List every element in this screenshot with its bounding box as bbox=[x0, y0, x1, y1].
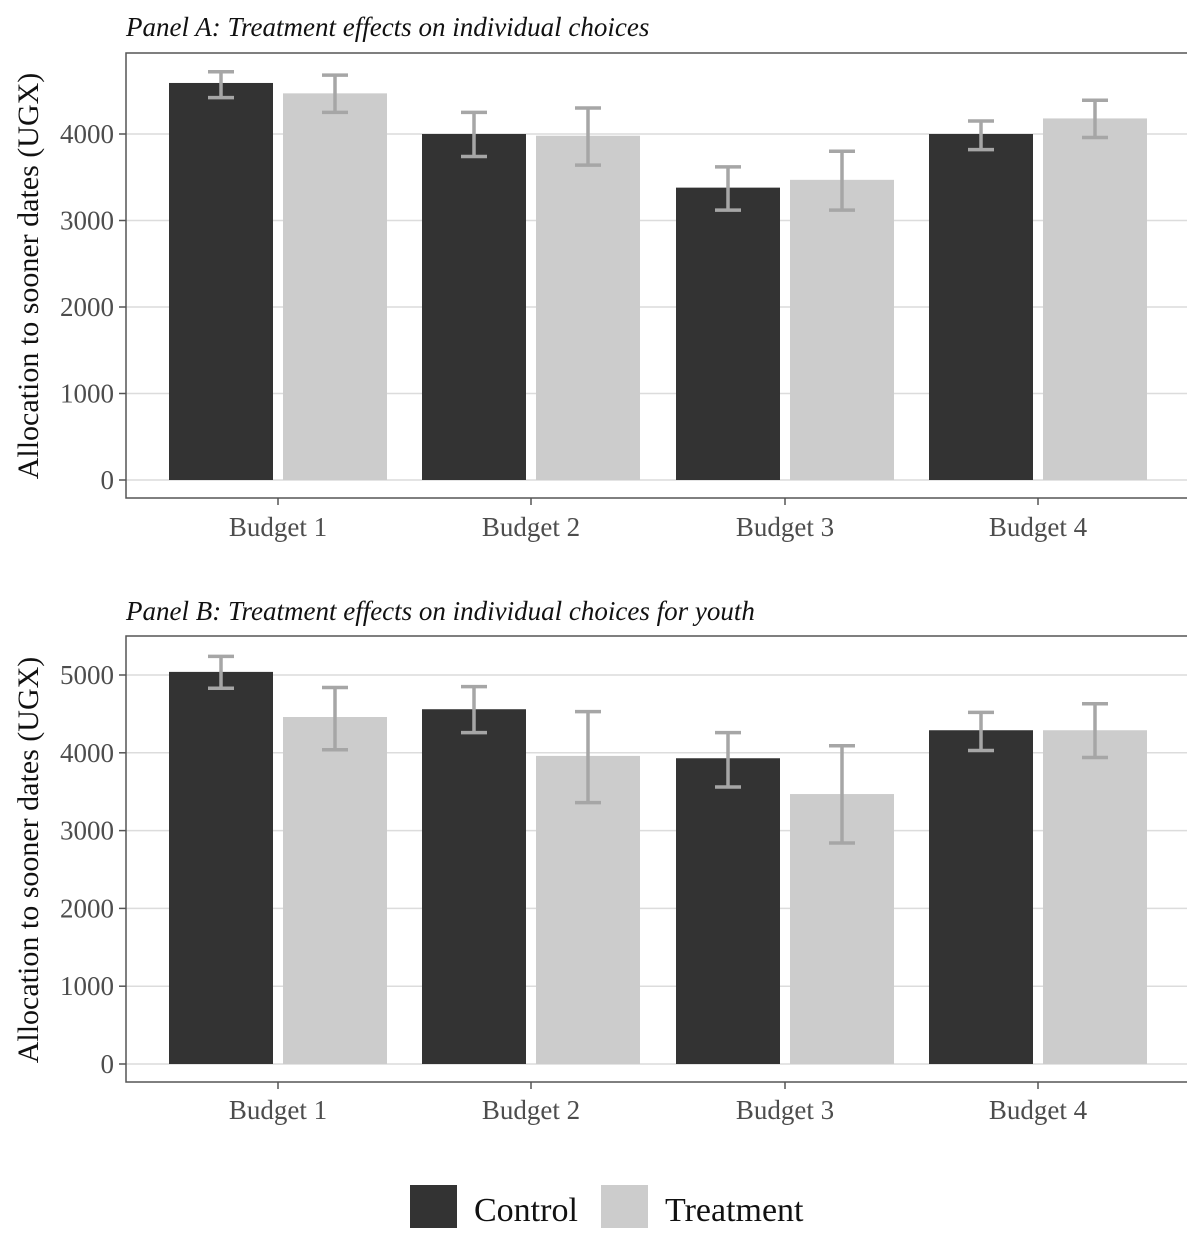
panel-0-bar-control-3 bbox=[676, 188, 780, 480]
panel-1-ytick-label-5: 5000 bbox=[60, 660, 114, 690]
panel-0-bar-control-2 bbox=[422, 134, 526, 480]
panel-1-title: Panel B: Treatment effects on individual… bbox=[125, 596, 755, 626]
panel-0-ytick-label-2: 2000 bbox=[60, 292, 114, 322]
panel-1-xtick-label-4: Budget 4 bbox=[989, 1095, 1088, 1125]
legend-key-treatment bbox=[601, 1185, 648, 1228]
panel-0-bar-control-4 bbox=[929, 134, 1033, 480]
panel-1-xtick-label-3: Budget 3 bbox=[736, 1095, 834, 1125]
panel-1-ytick-label-1: 1000 bbox=[60, 971, 114, 1001]
legend-key-control bbox=[410, 1185, 457, 1228]
panel-0-ytick-label-4: 4000 bbox=[60, 119, 114, 149]
panel-0-ytick-label-1: 1000 bbox=[60, 379, 114, 409]
panel-1-bar-control-4 bbox=[929, 730, 1033, 1064]
panel-0-bar-control-1 bbox=[169, 83, 273, 480]
panel-1-bar-control-3 bbox=[676, 758, 780, 1064]
panel-0-xtick-label-4: Budget 4 bbox=[989, 512, 1088, 542]
panel-1-ytick-label-0: 0 bbox=[101, 1049, 115, 1079]
panel-1-bar-control-2 bbox=[422, 709, 526, 1064]
panel-1-ytick-label-4: 4000 bbox=[60, 738, 114, 768]
panel-0-bar-treatment-2 bbox=[536, 136, 640, 480]
panel-0-xtick-label-1: Budget 1 bbox=[229, 512, 327, 542]
panel-1-xtick-label-1: Budget 1 bbox=[229, 1095, 327, 1125]
panel-0-bar-treatment-4 bbox=[1043, 118, 1147, 480]
legend-label-control: Control bbox=[474, 1192, 578, 1228]
panel-0-ytick-label-3: 3000 bbox=[60, 206, 114, 236]
panel-1-ylabel: Allocation to sooner dates (UGX) bbox=[12, 657, 45, 1064]
panel-1-bar-control-1 bbox=[169, 672, 273, 1064]
panel-0-xtick-label-2: Budget 2 bbox=[482, 512, 580, 542]
panel-1-xtick-label-2: Budget 2 bbox=[482, 1095, 580, 1125]
panel-0-title: Panel A: Treatment effects on individual… bbox=[125, 12, 649, 42]
panel-1-bar-treatment-1 bbox=[283, 717, 387, 1064]
panel-0-xtick-label-3: Budget 3 bbox=[736, 512, 834, 542]
panel-1-bar-treatment-4 bbox=[1043, 730, 1147, 1064]
panel-0-bar-treatment-3 bbox=[790, 180, 894, 480]
panel-1-ytick-label-2: 2000 bbox=[60, 893, 114, 923]
legend-label-treatment: Treatment bbox=[665, 1192, 804, 1228]
panel-1-ytick-label-3: 3000 bbox=[60, 816, 114, 846]
panel-0-ylabel: Allocation to sooner dates (UGX) bbox=[12, 73, 45, 480]
panel-0-ytick-label-0: 0 bbox=[101, 465, 115, 495]
panel-0-bar-treatment-1 bbox=[283, 93, 387, 480]
